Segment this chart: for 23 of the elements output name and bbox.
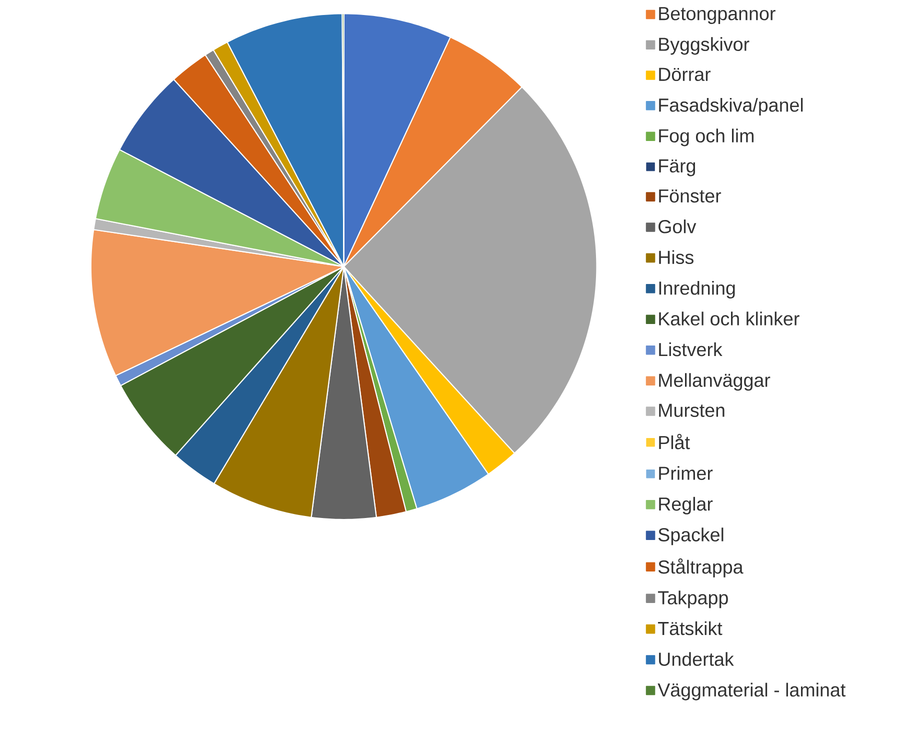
legend-label: Plåt [659,434,690,450]
legend-label: Inredning [659,280,735,298]
legend-label: Väggmaterial - laminat [658,682,846,700]
legend-label: Spackel [658,528,724,546]
legend-label: Tätskikt [658,621,722,636]
legend-label: Golv [658,219,696,234]
legend-label: Fasadskiva/panel [659,98,803,116]
legend-label: Hiss [659,250,694,264]
legend-label: Färg [659,159,696,176]
legend-label: Mellanväggar [659,373,770,391]
legend-label: Listverk [659,342,722,356]
legend-label: Fönster [659,189,722,202]
legend-label: Fog och lim [659,128,754,146]
legend-label: Mursten [659,404,724,417]
legend-label: Dörrar [659,68,711,81]
legend-label: Reglar [659,496,713,514]
legend-label: Byggskivor [659,37,750,55]
legend-label: Undertak [659,652,734,666]
legend-label: Ståltrappa [658,558,744,578]
legend-label: Betongpannor [659,7,776,24]
legend-label: Takpapp [658,590,728,608]
legend-label: Kakel och klinker [659,312,800,326]
legend-label: Primer [659,466,713,480]
